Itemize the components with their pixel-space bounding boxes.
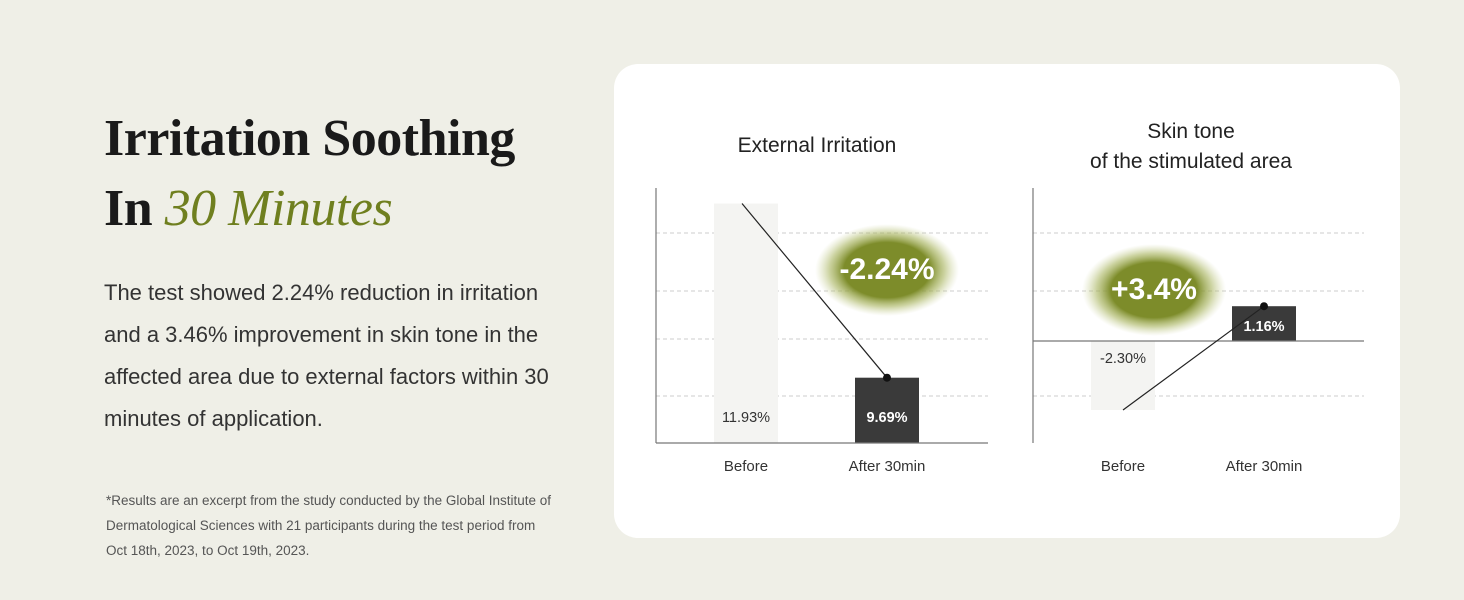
change-dot — [883, 373, 891, 382]
headline-highlight: 30 Minutes — [164, 180, 393, 237]
x-tick-label: Before — [724, 458, 768, 475]
annotation-glow — [1082, 244, 1226, 336]
x-tick-label: After 30min — [1226, 458, 1303, 475]
bar — [1091, 341, 1155, 410]
bar — [855, 377, 919, 443]
description: The test showed 2.24% reduction in irrit… — [104, 280, 549, 431]
x-tick-label: After 30min — [849, 458, 926, 475]
chart-title: External Irritation — [737, 134, 897, 157]
headline-line: Irritation Soothing — [104, 110, 515, 167]
annotation-glow — [815, 224, 959, 316]
headline: Irritation Soothing In 30 Minutes — [104, 104, 515, 244]
value-label: 1.16% — [1243, 319, 1284, 335]
headline-line: In — [104, 180, 153, 237]
annotation: -2.24% — [839, 253, 934, 286]
annotation: +3.4% — [1111, 273, 1197, 306]
value-label: -2.30% — [1100, 351, 1146, 367]
footnote: *Results are an excerpt from the study c… — [106, 493, 551, 558]
value-label: 11.93% — [722, 410, 770, 426]
value-label: 9.69% — [866, 410, 907, 426]
change-line — [741, 203, 888, 379]
change-dot — [1260, 302, 1268, 311]
change-line — [1122, 305, 1265, 411]
chart-title: Skin tone of the stimulated area — [1090, 120, 1292, 173]
bar — [714, 203, 778, 443]
x-tick-label: Before — [1101, 458, 1145, 475]
bar — [1232, 306, 1296, 341]
